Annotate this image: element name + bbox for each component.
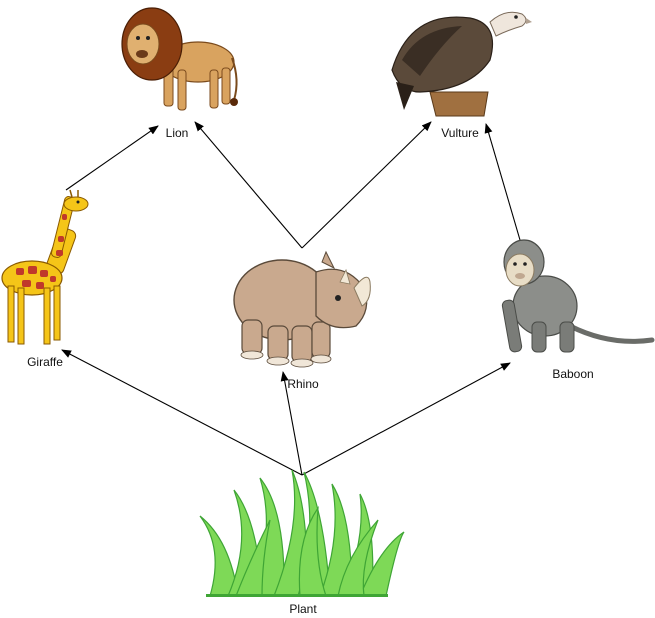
arrow-rhino-to-vulture bbox=[301, 121, 432, 249]
arrow-plant-to-giraffe bbox=[61, 349, 303, 476]
arrows bbox=[61, 121, 521, 476]
baboon-label: Baboon bbox=[552, 367, 594, 381]
arrow-plant-to-rhino bbox=[280, 371, 303, 476]
lion-label: Lion bbox=[165, 126, 189, 140]
giraffe-image bbox=[1, 189, 89, 345]
rhino-label: Rhino bbox=[287, 377, 319, 391]
vulture-label: Vulture bbox=[441, 126, 479, 140]
giraffe-label: Giraffe bbox=[27, 355, 63, 369]
arrow-rhino-to-lion bbox=[194, 121, 303, 249]
baboon-image bbox=[501, 239, 655, 353]
arrow-baboon-to-vulture bbox=[484, 123, 521, 241]
arrow-plant-to-baboon bbox=[301, 362, 511, 476]
plant-base bbox=[206, 594, 388, 597]
rhino-image bbox=[233, 250, 371, 368]
vulture-image bbox=[391, 11, 532, 117]
arrow-giraffe-to-lion bbox=[65, 125, 159, 191]
plant-image bbox=[199, 469, 405, 597]
lion-image bbox=[121, 7, 238, 111]
plant-label: Plant bbox=[289, 602, 317, 616]
